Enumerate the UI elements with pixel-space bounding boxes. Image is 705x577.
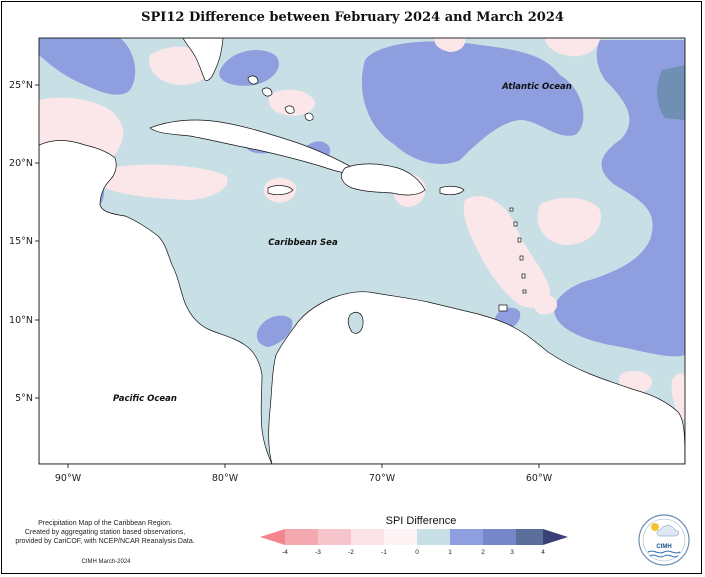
label-caribbean-sea: Caribbean Sea (268, 238, 338, 248)
legend-tick-4: 4 (541, 549, 545, 556)
land-bahamas-2 (261, 87, 273, 97)
land-mexico-central-america (39, 140, 273, 464)
map-title: SPI12 Difference between February 2024 a… (141, 10, 564, 25)
legend-bin-5 (417, 529, 450, 545)
legend-tick-neg4: -4 (282, 549, 288, 556)
legend-bin-8 (516, 529, 543, 545)
credit-footer: CIMH March-2024 (81, 559, 131, 565)
legend-tick-neg2: -2 (348, 549, 354, 556)
cimh-logo: CIMH (638, 514, 690, 566)
land-masses (39, 38, 685, 464)
lat-label-10: 10°N (9, 315, 33, 326)
legend-bin-1 (285, 529, 318, 545)
axis-ticks (35, 84, 540, 468)
lon-label-70: 70°W (369, 473, 396, 484)
legend-colorbar (260, 529, 568, 545)
pink-region-top-center (434, 38, 466, 52)
legend-bin-7 (483, 529, 516, 545)
legend-tick-neg3: -3 (315, 549, 321, 556)
logo-text: CIMH (656, 544, 671, 550)
lon-label-60: 60°W (526, 473, 553, 484)
legend-tick-0: 0 (415, 549, 419, 556)
blue-region-atlantic-east (554, 40, 685, 357)
land-hispaniola (341, 163, 426, 196)
blue-region-colombia (256, 315, 293, 347)
lake-maracaibo (347, 311, 364, 334)
pink-region-top-right (545, 38, 600, 57)
label-atlantic-ocean: Atlantic Ocean (501, 82, 572, 92)
land-bahamas-3 (284, 105, 295, 114)
credit-line-2: Created by aggregating station based obs… (24, 529, 186, 536)
land-jamaica (267, 185, 294, 196)
lon-label-80: 80°W (212, 473, 239, 484)
lon-label-90: 90°W (55, 473, 82, 484)
blue-region-atlantic-north (361, 41, 584, 165)
land-puerto-rico (439, 185, 465, 196)
legend-arrow-left (260, 529, 285, 545)
legend-arrow-right (543, 529, 568, 545)
land-bahamas-1 (247, 75, 259, 85)
lat-label-5: 5°N (15, 393, 33, 404)
pink-region-honduras (100, 164, 228, 200)
land-lesser-antilles (498, 207, 527, 312)
land-bahamas-4 (304, 112, 314, 121)
land-florida (182, 38, 224, 81)
legend-tick-2: 2 (481, 549, 485, 556)
lat-label-20: 20°N (9, 158, 33, 169)
land-south-america (268, 291, 685, 464)
legend-tick-neg1: -1 (381, 549, 387, 556)
legend-tick-1: 1 (448, 549, 452, 556)
pink-region-trinidad-small (533, 294, 558, 315)
credit-line-3: provided by CariCOF, with NCEP/NCAR Rean… (15, 538, 195, 545)
pink-region-atlantic-mid (537, 198, 601, 245)
blue-region-atlantic-east-dark (657, 65, 685, 120)
pink-region-far-east (671, 373, 685, 420)
credit-line-1: Precipitation Map of the Caribbean Regio… (38, 520, 172, 527)
legend-bin-4 (384, 529, 417, 545)
lat-label-25: 25°N (9, 80, 33, 91)
pink-region-lesser-antilles (463, 196, 551, 308)
blue-region-nw (39, 38, 136, 95)
credit-text: Precipitation Map of the Caribbean Regio… (10, 519, 200, 546)
label-pacific-ocean: Pacific Ocean (113, 394, 177, 404)
pink-region-florida-straits (268, 89, 316, 116)
legend-title: SPI Difference (386, 515, 457, 527)
legend-bin-6 (450, 529, 483, 545)
legend-bin-3 (351, 529, 384, 545)
plot-border (38, 37, 686, 465)
legend-bin-2 (318, 529, 351, 545)
lat-label-15: 15°N (9, 236, 33, 247)
legend-tick-3: 3 (510, 549, 514, 556)
blue-region-bahamas (219, 50, 279, 86)
